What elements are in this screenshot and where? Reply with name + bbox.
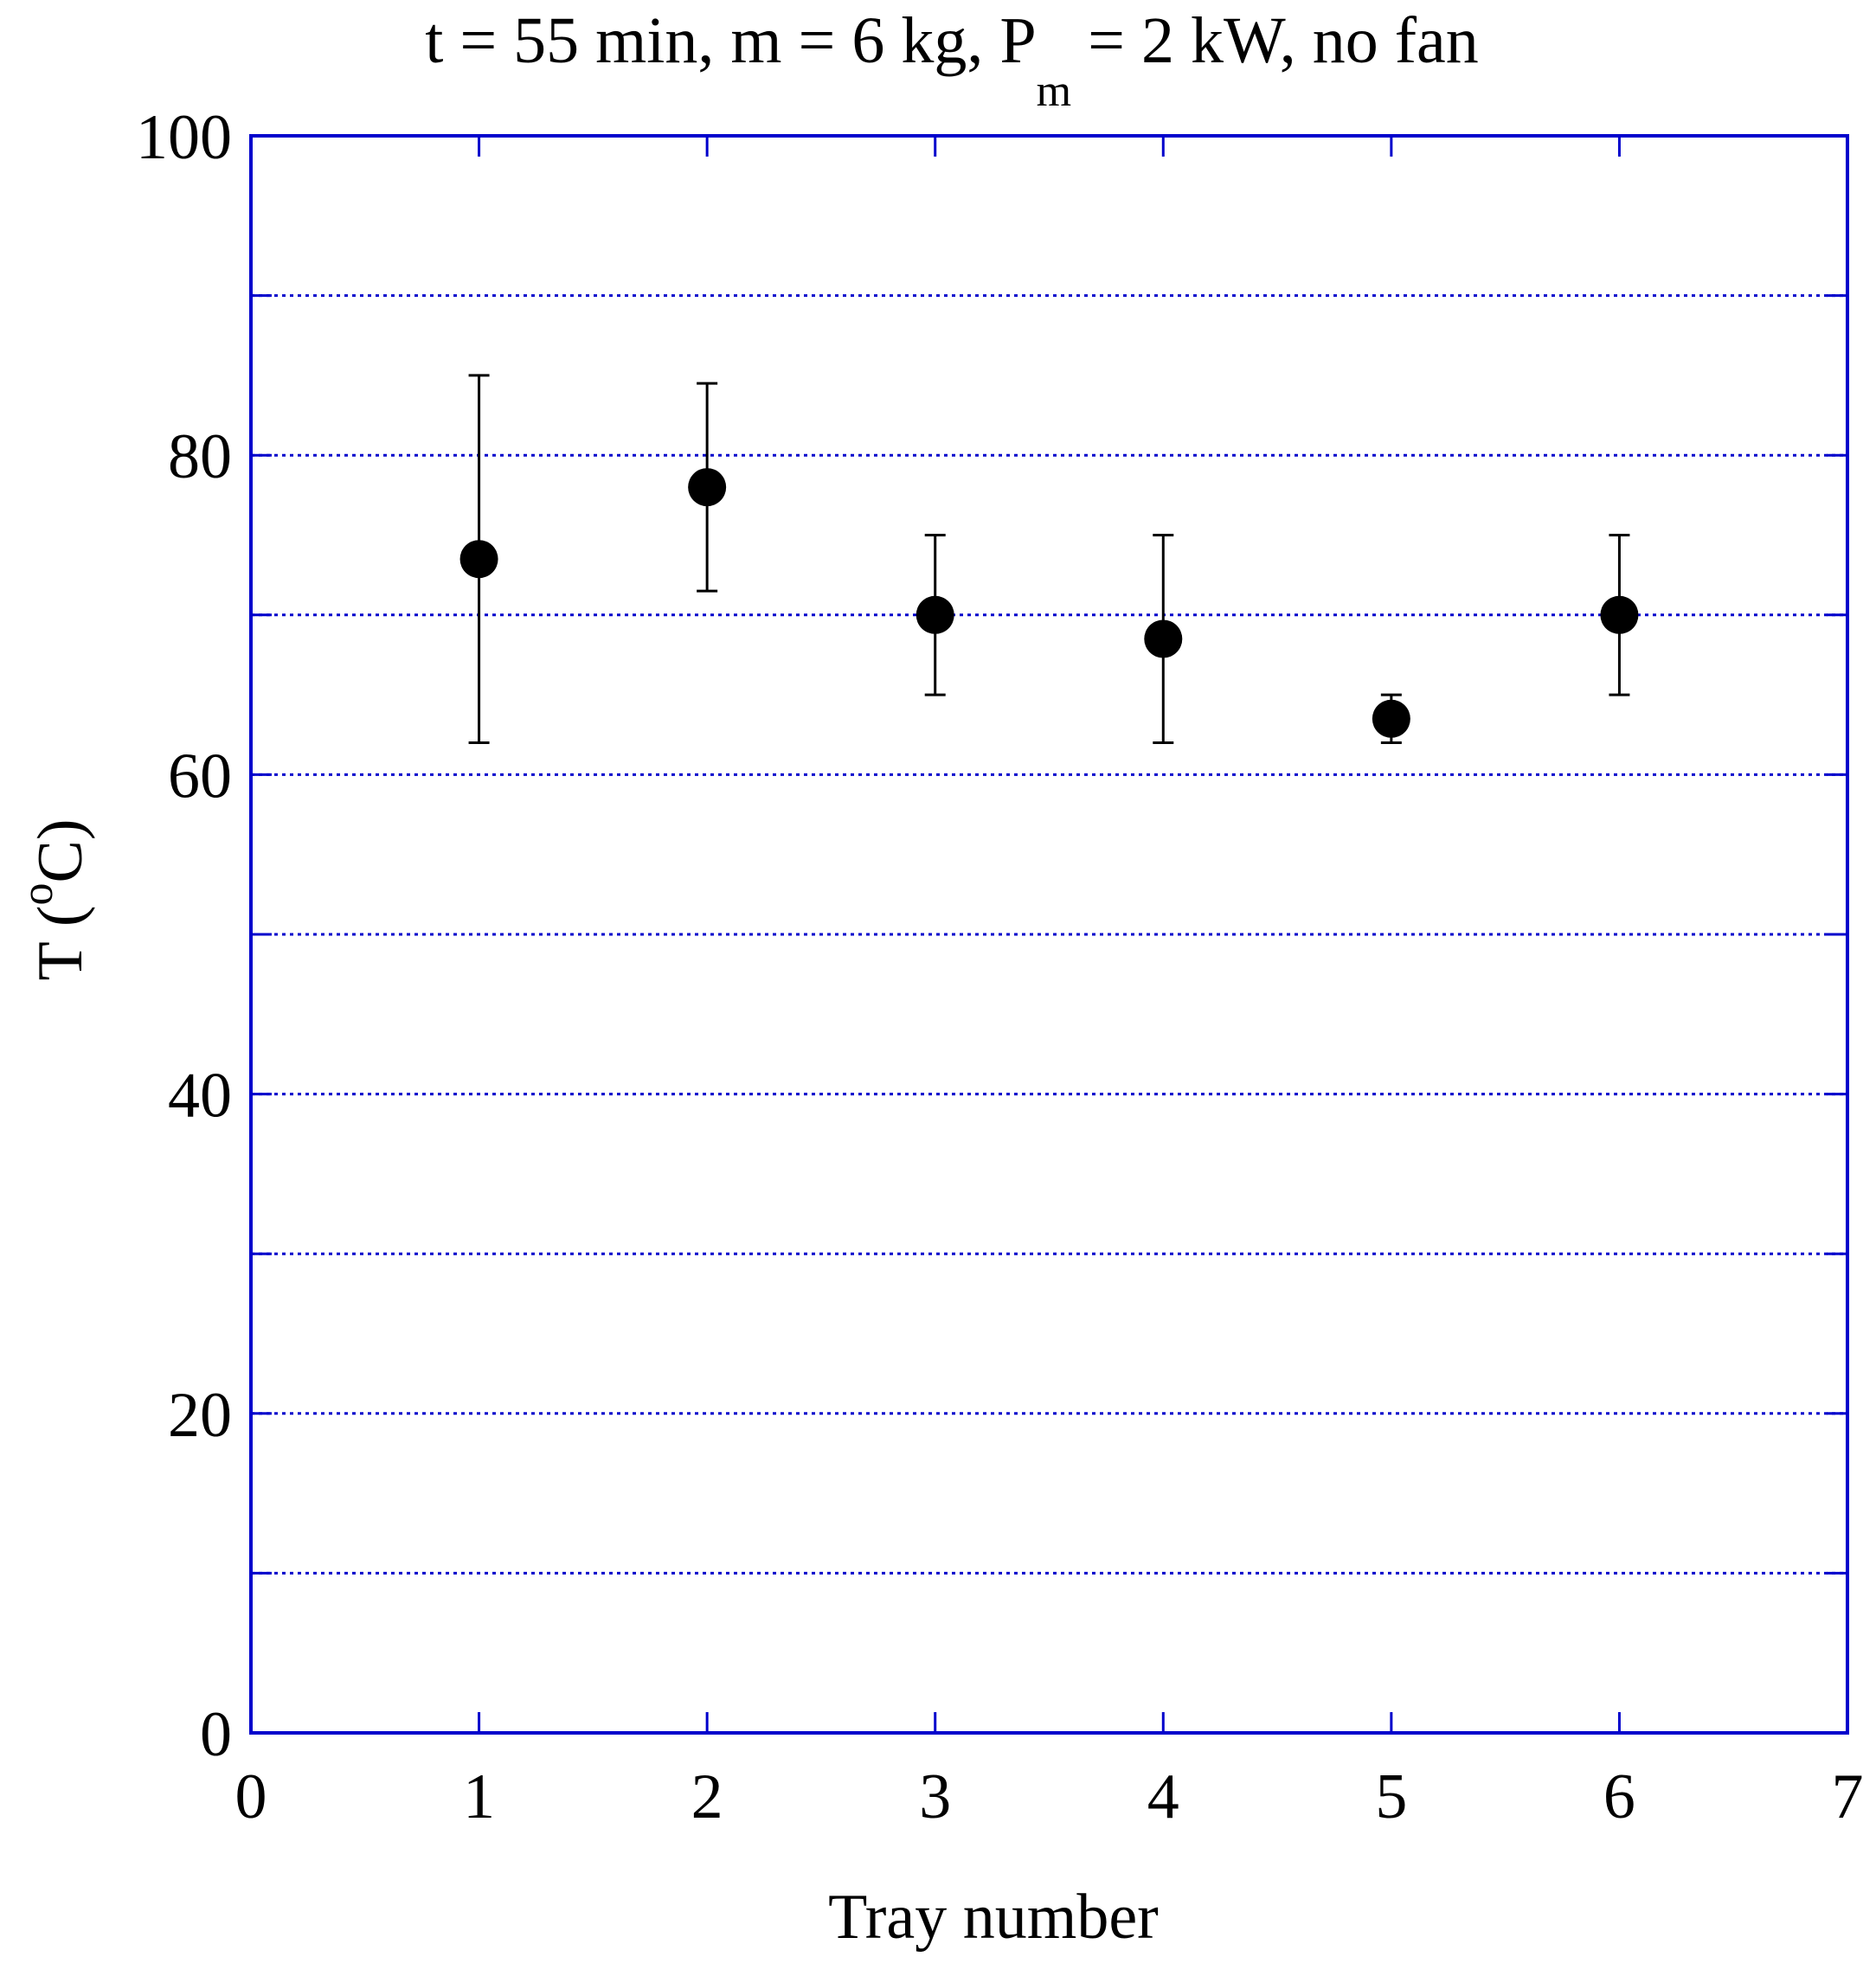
data-point-4 <box>1144 619 1183 658</box>
data-point-1 <box>459 540 498 579</box>
data-point-2 <box>688 468 727 507</box>
data-point-3 <box>916 595 954 634</box>
data-points <box>459 468 1639 738</box>
x-tick-label-5: 5 <box>1375 1761 1407 1832</box>
y-tick-label-60: 60 <box>168 741 232 812</box>
x-tick-label-6: 6 <box>1603 1761 1635 1832</box>
x-tick-label-3: 3 <box>919 1761 951 1832</box>
y-tick-labels: 0 20 40 60 80 100 <box>136 102 232 1770</box>
data-point-6 <box>1600 595 1639 634</box>
y-tick-label-100: 100 <box>136 102 232 173</box>
gridlines <box>251 294 1847 1575</box>
axis-ticks <box>249 134 1849 1735</box>
x-tick-labels: 0 1 2 3 4 5 6 7 <box>235 1761 1864 1832</box>
y-axis-label-superscript: o <box>13 882 62 905</box>
y-axis-label-prefix: T ( <box>25 905 96 980</box>
y-tick-label-0: 0 <box>200 1699 232 1770</box>
y-tick-label-20: 20 <box>168 1380 232 1451</box>
y-axis-label-suffix: C) <box>25 818 96 882</box>
y-tick-label-80: 80 <box>168 421 232 492</box>
chart-title: t = 55 min, m = 6 kg, Pm = 2 kW, no fan <box>425 4 1479 116</box>
data-point-5 <box>1372 699 1410 738</box>
x-axis-label: Tray number <box>828 1882 1159 1953</box>
x-tick-label-0: 0 <box>235 1761 267 1832</box>
x-tick-label-1: 1 <box>463 1761 495 1832</box>
x-tick-label-7: 7 <box>1832 1761 1864 1832</box>
y-axis-label: T (oC) <box>13 818 96 980</box>
error-bars <box>468 374 1630 744</box>
chart-title-suffix: = 2 kW, no fan <box>1071 4 1479 77</box>
x-tick-label-4: 4 <box>1147 1761 1179 1832</box>
chart-title-subscript: m <box>1037 67 1071 116</box>
y-tick-label-40: 40 <box>168 1061 232 1132</box>
chart-title-prefix: t = 55 min, m = 6 kg, P <box>425 4 1036 77</box>
x-tick-label-2: 2 <box>691 1761 723 1832</box>
